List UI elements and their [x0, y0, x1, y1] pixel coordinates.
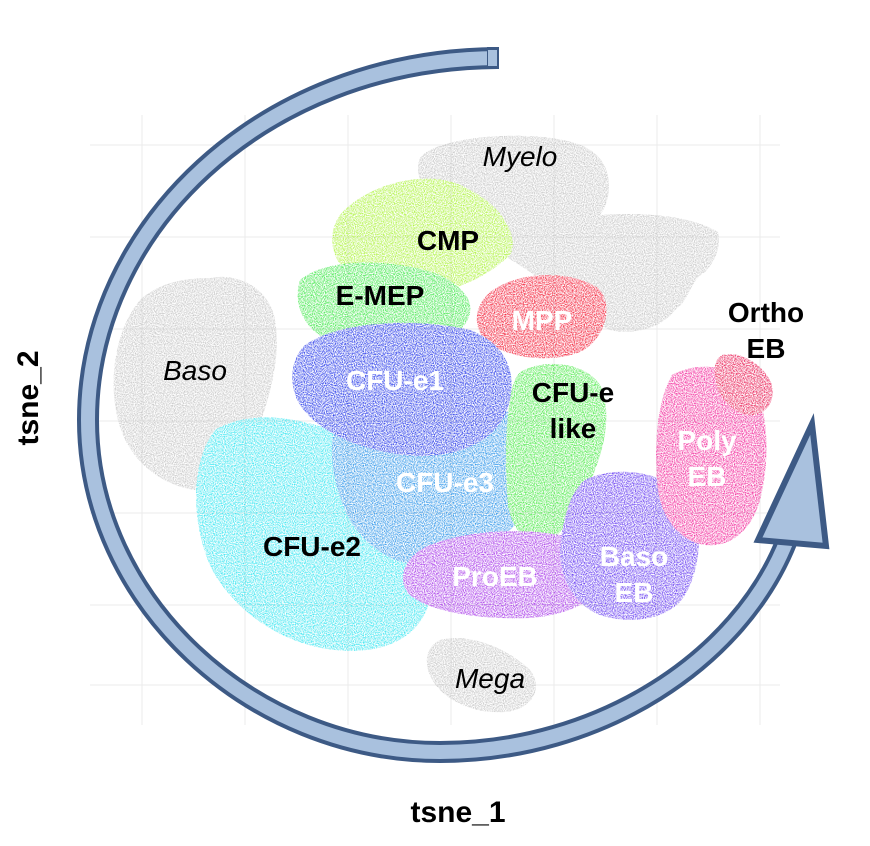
cluster-label-line: Mega: [455, 663, 525, 694]
cluster-label-cmp: CMP: [417, 225, 479, 256]
cluster-label-line: CMP: [417, 225, 479, 256]
cluster-label-line: Ortho: [728, 297, 804, 328]
cluster-label-line: CFU-e1: [346, 365, 444, 396]
cluster-label-mega: Mega: [455, 663, 525, 694]
cluster-label-poly-eb: Poly EB: [677, 425, 737, 492]
cluster-label-line: Myelo: [483, 141, 558, 172]
cluster-label-mpp: MPP: [512, 305, 573, 336]
cluster-mpp: [476, 274, 607, 359]
cluster-label-cfu-e1: CFU-e1: [346, 365, 444, 396]
cluster-cfue1: [292, 322, 512, 456]
y-axis-title: tsne_2: [12, 350, 45, 445]
cluster-label-cfu-e3: CFU-e3: [396, 467, 494, 498]
cluster-mega: [426, 638, 536, 713]
cluster-label-baso: Baso: [163, 355, 227, 386]
cluster-label-proeb: ProEB: [452, 561, 538, 592]
cluster-label-line: CFU-e3: [396, 467, 494, 498]
cluster-label-line: E-MEP: [336, 280, 425, 311]
x-axis-title: tsne_1: [410, 796, 505, 829]
cluster-label-myelo: Myelo: [483, 141, 558, 172]
trajectory-arrow: [76, 47, 830, 764]
cluster-label-line: EB: [688, 461, 727, 492]
cluster-orthoeb: [714, 354, 773, 416]
cluster-label-line: MPP: [512, 305, 573, 336]
cluster-label-line: EB: [747, 333, 786, 364]
cluster-label-cfu-e-like: CFU-e like: [532, 377, 614, 444]
cluster-label-baso-eb: Baso EB: [600, 541, 668, 608]
cluster-proeb: [402, 531, 606, 619]
cluster-label-line: Baso: [163, 355, 227, 386]
cluster-label-line: like: [550, 413, 597, 444]
cluster-label-cfu-e2: CFU-e2: [263, 531, 361, 562]
cluster-label-line: ProEB: [452, 561, 538, 592]
cluster-label-line: CFU-e: [532, 377, 614, 408]
cluster-label-ortho-eb: Ortho EB: [728, 297, 804, 364]
cluster-myelo: [418, 135, 719, 332]
cluster-label-line: EB: [615, 577, 654, 608]
cluster-label-line: Baso: [600, 541, 668, 572]
cluster-label-line: Poly: [677, 425, 737, 456]
cluster-label-e-mep: E-MEP: [336, 280, 425, 311]
cluster-label-line: CFU-e2: [263, 531, 361, 562]
